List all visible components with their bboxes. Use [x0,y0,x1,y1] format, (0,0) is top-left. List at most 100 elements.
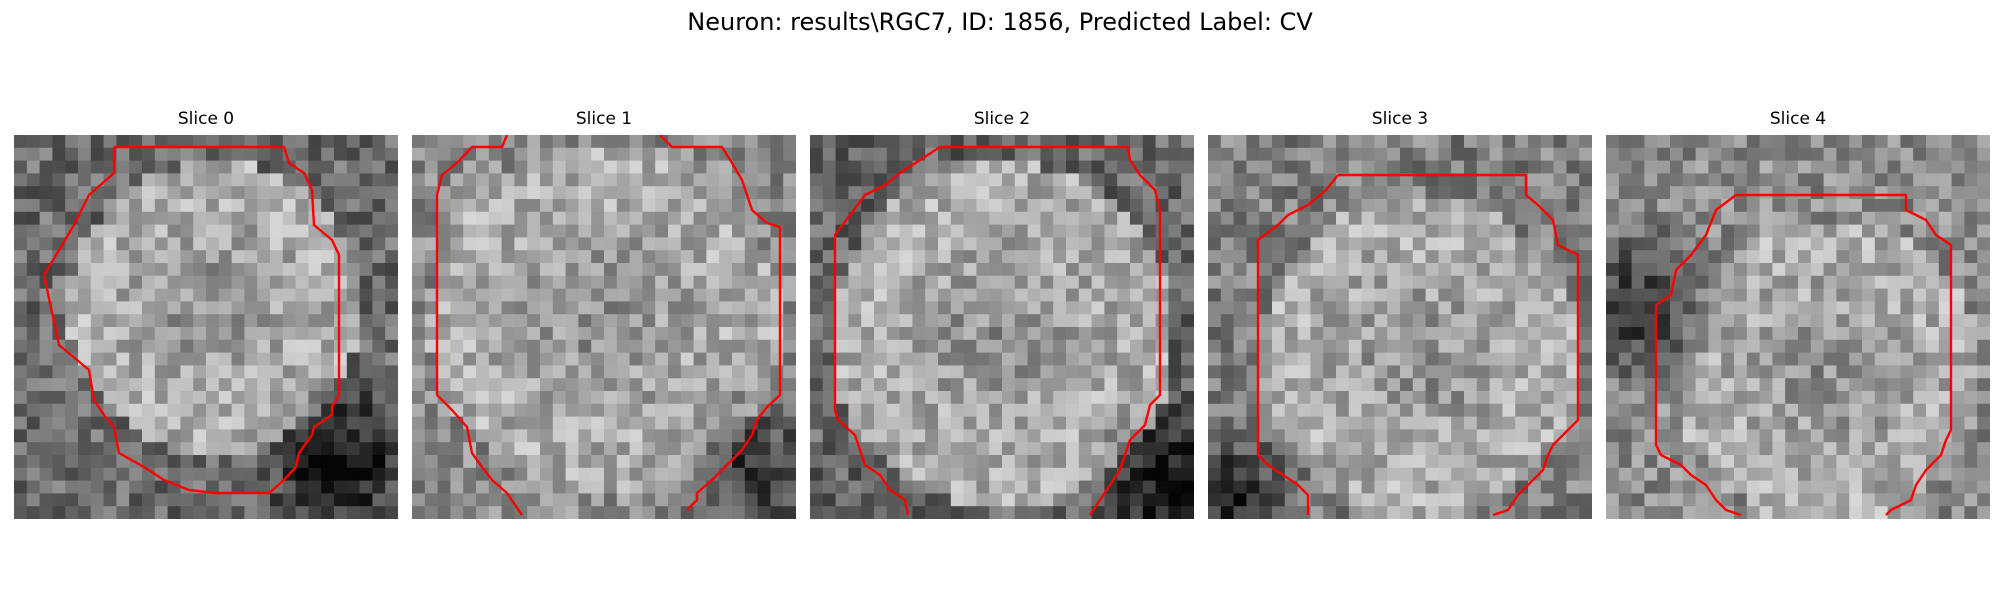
pixel [78,147,92,162]
pixel [231,442,245,456]
pixel [295,314,309,328]
pixel [810,339,824,354]
pixel [629,352,643,366]
pixel [578,327,592,341]
pixel [26,224,41,238]
pixel [321,160,335,174]
pixel [874,416,888,430]
pixel [1246,199,1260,213]
pixel [591,365,605,379]
pixel [1798,199,1812,213]
pixel [154,160,169,174]
pixel [757,455,771,469]
pixel [1618,160,1633,174]
pixel [1759,378,1773,392]
pixel [629,275,643,290]
pixel [1708,480,1722,494]
pixel [1515,493,1529,507]
pixel [655,211,669,226]
pixel [385,403,398,418]
pixel [1977,480,1990,494]
pixel [527,365,541,379]
pixel [450,160,464,174]
pixel [1566,352,1580,366]
pixel [552,199,567,213]
pixel [835,339,849,354]
pixel [1951,147,1965,162]
pixel [1631,135,1645,149]
pixel [1734,339,1748,354]
pixel [129,442,143,456]
pixel [938,263,952,277]
pixel [244,173,258,187]
pixel [680,250,695,264]
pixel [1540,147,1555,162]
pixel [1874,301,1889,315]
pixel [359,365,373,379]
pixel [501,429,515,443]
pixel [1721,135,1735,149]
pixel [1181,416,1194,430]
pixel [282,160,297,174]
pixel [90,442,105,456]
pixel [1348,378,1363,392]
pixel [26,186,41,200]
pixel [886,237,901,251]
pixel [244,211,258,226]
pixel [1142,288,1157,302]
pixel [616,186,631,200]
pixel [1208,263,1222,277]
slice-image [1606,135,1990,519]
pixel [1323,365,1337,379]
pixel [154,403,169,418]
pixel [1002,365,1016,379]
pixel [1336,237,1350,251]
pixel [257,147,271,162]
pixel [1938,352,1953,366]
pixel [744,275,759,290]
pixel [744,211,759,226]
pixel [26,160,41,174]
pixel [1053,467,1067,482]
pixel [1540,442,1555,456]
pixel [346,467,361,482]
pixel [565,429,579,443]
pixel [270,275,284,290]
pixel [604,416,618,430]
pixel [783,173,796,187]
pixel [1823,314,1837,328]
pixel [206,403,220,418]
pixel [1631,467,1645,482]
pixel [1515,365,1529,379]
pixel [501,250,515,264]
pixel [1823,263,1837,277]
pixel [385,506,398,519]
pixel [706,237,720,251]
pixel [835,301,849,315]
pixel [1874,467,1889,482]
pixel [231,480,245,494]
pixel [1091,263,1105,277]
pixel [488,416,503,430]
pixel [1618,378,1633,392]
pixel [1284,429,1299,443]
pixel [1272,147,1286,162]
pixel [1528,493,1542,507]
pixel [514,378,528,392]
pixel [1540,135,1555,149]
pixel [527,314,541,328]
pixel [1798,173,1812,187]
pixel [1451,403,1465,418]
pixel [1670,224,1684,238]
pixel [116,211,130,226]
pixel [1631,327,1645,341]
pixel [1387,391,1401,405]
pixel [1027,224,1041,238]
pixel [1874,288,1889,302]
pixel [1040,352,1054,366]
pixel [1014,199,1029,213]
pixel [1078,416,1093,430]
pixel [1746,429,1761,443]
pixel [1336,493,1350,507]
pixel [1977,416,1990,430]
